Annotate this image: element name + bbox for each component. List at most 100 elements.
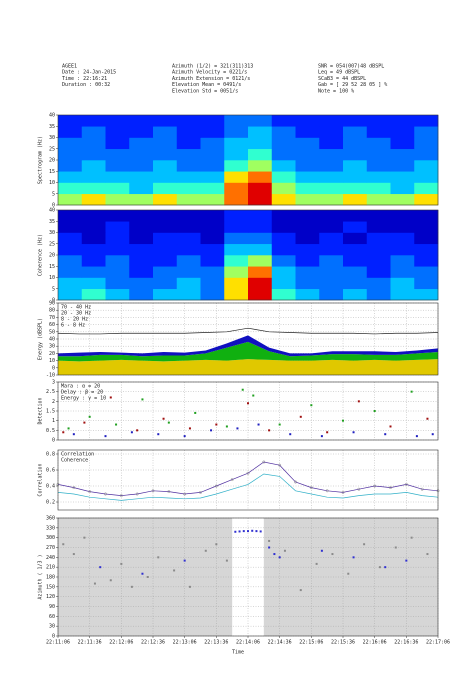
- heatmap-cell: [414, 210, 439, 222]
- heatmap-cell: [81, 288, 106, 301]
- point: [99, 566, 102, 569]
- header-text: SCaB3 = 44 dBSPL: [318, 76, 366, 82]
- point: [309, 486, 313, 490]
- y-tick-label: 35: [49, 124, 55, 130]
- heatmap-cell: [58, 171, 83, 183]
- heatmap-cell: [105, 193, 130, 206]
- y-tick-label: 0.2: [46, 500, 55, 506]
- heatmap-cell: [390, 182, 415, 195]
- y-tick-label: 0.4: [46, 484, 55, 490]
- header-text: Leq = 49 dBSPL: [318, 70, 360, 76]
- y-tick-label: 0: [52, 365, 55, 371]
- heatmap-cell: [248, 126, 273, 138]
- point: [162, 417, 165, 420]
- point: [135, 492, 139, 496]
- point: [214, 484, 218, 488]
- heatmap-cell: [129, 171, 154, 183]
- heatmap-cell: [295, 288, 320, 301]
- heatmap-cell: [319, 266, 344, 278]
- heatmap-cell: [248, 232, 273, 245]
- heatmap-cell: [390, 137, 415, 150]
- y-tick-label: 35: [49, 219, 55, 225]
- heatmap-cell: [271, 288, 296, 301]
- heatmap-cell: [81, 255, 106, 267]
- heatmap-cell: [129, 255, 154, 267]
- header-text: Gab = [ 29 52 28 05 ] %: [318, 82, 387, 88]
- point: [151, 489, 155, 493]
- heatmap-cell: [295, 221, 320, 233]
- heatmap-cell: [248, 210, 273, 222]
- point: [357, 487, 361, 491]
- heatmap-cell: [414, 115, 439, 127]
- point: [93, 582, 96, 585]
- y-tick-label: 10: [49, 275, 55, 281]
- heatmap-cell: [200, 160, 225, 172]
- y-tick-label: 40: [49, 113, 55, 119]
- point: [246, 471, 250, 475]
- y-tick-label: 25: [49, 241, 55, 247]
- y-tick-label: 40: [49, 208, 55, 214]
- point: [247, 530, 249, 533]
- y-tick-label: 30: [49, 230, 55, 236]
- heatmap-cell: [224, 148, 249, 161]
- point: [199, 490, 202, 494]
- x-tick-label: 22:14:36: [268, 640, 292, 646]
- point: [268, 429, 271, 432]
- heatmap-cell: [366, 288, 391, 301]
- heatmap-cell: [200, 255, 225, 267]
- point: [389, 425, 392, 428]
- x-tick-label: 22:15:06: [299, 640, 323, 646]
- point: [109, 579, 112, 582]
- heatmap-cell: [81, 277, 106, 290]
- legend-entry: 8 - 20 Hz: [61, 317, 88, 323]
- heatmap-cell: [200, 137, 225, 150]
- y-tick-label: 0: [52, 203, 55, 209]
- heatmap-cell: [343, 115, 368, 127]
- heatmap-cell: [366, 126, 391, 138]
- heatmap-cell: [129, 277, 154, 290]
- point: [241, 388, 244, 391]
- point: [183, 492, 187, 496]
- point: [384, 433, 387, 436]
- x-tick-label: 22:12:06: [109, 640, 133, 646]
- heatmap-cell: [390, 266, 415, 278]
- point: [251, 529, 254, 532]
- heatmap-cell: [176, 171, 201, 183]
- heatmap-cell: [105, 115, 130, 127]
- plot-frame: [57, 381, 439, 441]
- heatmap-cell: [153, 126, 178, 138]
- heatmap-cell: [271, 210, 296, 222]
- heatmap-cell: [153, 243, 178, 256]
- heatmap-cell: [129, 126, 154, 138]
- legend-entry: 6 - 8 Hz: [61, 323, 85, 329]
- point: [325, 489, 329, 493]
- heatmap-cell: [176, 266, 201, 278]
- point: [389, 486, 392, 490]
- x-tick-label: 22:14:06: [236, 640, 260, 646]
- heatmap-cell: [105, 255, 130, 267]
- heatmap-cell: [319, 288, 344, 301]
- heatmap-cell: [366, 115, 391, 127]
- point: [420, 487, 424, 491]
- heatmap-cell: [295, 160, 320, 172]
- heatmap-cell: [105, 148, 130, 161]
- heatmap-cell: [200, 221, 225, 233]
- heatmap-cell: [129, 232, 154, 245]
- x-tick-label: 22:13:36: [204, 640, 228, 646]
- heatmap-cell: [319, 210, 344, 222]
- heatmap-cell: [319, 255, 344, 267]
- heatmap-cell: [414, 126, 439, 138]
- header-text: Time : 22:16:21: [62, 76, 107, 82]
- header-text: Elevation Mean = 0491/s: [172, 82, 241, 88]
- heatmap-cell: [129, 115, 154, 127]
- heatmap-cell: [390, 288, 415, 301]
- heatmap-cell: [58, 193, 83, 206]
- heatmap-cell: [200, 115, 225, 127]
- heatmap-cell: [224, 266, 249, 278]
- heatmap-cell: [129, 148, 154, 161]
- point: [183, 435, 186, 438]
- point: [426, 553, 429, 556]
- heatmap-cell: [248, 171, 273, 183]
- heatmap-cell: [248, 243, 273, 256]
- heatmap-cell: [248, 255, 273, 267]
